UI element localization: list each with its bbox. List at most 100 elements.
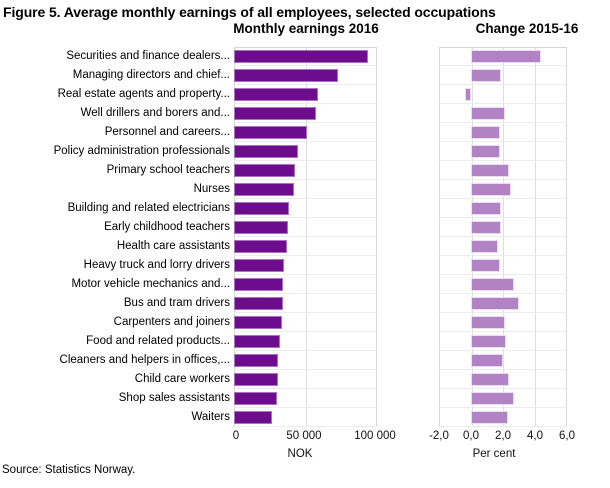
chart-row: Child care workers [0, 370, 567, 389]
category-label: Health care assistants [116, 240, 230, 252]
change-bar [471, 410, 508, 424]
earnings-plot-cell [234, 389, 377, 408]
change-bar [471, 182, 511, 196]
change-plot-cell [439, 313, 567, 332]
panel-gap [377, 389, 439, 408]
earnings-bar [234, 239, 287, 253]
earnings-plot-cell [234, 104, 377, 123]
change-bar [471, 220, 502, 234]
left-panel-title: Monthly earnings 2016 [233, 21, 379, 36]
panel-gap [377, 161, 439, 180]
earnings-bar [234, 49, 369, 63]
earnings-bar [234, 163, 295, 177]
change-axis-tick: 4,0 [527, 430, 543, 442]
change-plot-cell [439, 408, 567, 427]
panel-gap [377, 180, 439, 199]
chart-row: Real estate agents and property... [0, 85, 567, 104]
earnings-plot-cell [234, 294, 377, 313]
earnings-bar [234, 372, 279, 386]
gridline-0 [471, 48, 473, 426]
panel-gap [377, 294, 439, 313]
earnings-plot-cell [234, 142, 377, 161]
earnings-plot-cell [234, 85, 377, 104]
change-bar [471, 391, 515, 405]
earnings-bar [234, 201, 290, 215]
earnings-plot-cell [234, 370, 377, 389]
change-plot-cell [439, 370, 567, 389]
earnings-bar [234, 68, 339, 82]
earnings-plot-cell [234, 275, 377, 294]
panel-gap [377, 142, 439, 161]
panel-gap [377, 370, 439, 389]
change-bar [464, 87, 471, 101]
earnings-plot-cell [234, 199, 377, 218]
change-bar [471, 239, 499, 253]
change-bar [471, 68, 502, 82]
change-plot-cell [439, 389, 567, 408]
chart-row: Bus and tram drivers [0, 294, 567, 313]
chart-row: Securities and finance dealers... [0, 47, 567, 66]
earnings-plot-cell [234, 66, 377, 85]
chart-row: Well drillers and borers and... [0, 104, 567, 123]
chart-row: Primary school teachers [0, 161, 567, 180]
chart-row: Heavy truck and lorry drivers [0, 256, 567, 275]
change-plot-cell [439, 180, 567, 199]
panel-gap [377, 351, 439, 370]
change-bar [471, 334, 507, 348]
gridline-4 [534, 48, 536, 426]
change-axis-tick: 0,0 [463, 430, 479, 442]
change-axis-tick: 6,0 [559, 430, 575, 442]
earnings-plot-cell [234, 47, 377, 66]
category-label: Securities and finance dealers... [66, 50, 230, 62]
change-plot-cell [439, 332, 567, 351]
category-label: Bus and tram drivers [123, 297, 230, 309]
chart-row: Cleaners and helpers in offices,... [0, 351, 567, 370]
category-label: Policy administration professionals [53, 145, 230, 157]
earnings-plot-cell [234, 351, 377, 370]
chart-row: Policy administration professionals [0, 142, 567, 161]
earnings-plot-cell [234, 256, 377, 275]
category-label: Waiters [191, 411, 230, 423]
category-label: Early childhood teachers [104, 221, 230, 233]
change-bar [471, 125, 500, 139]
left-x-axis-label: NOK [287, 448, 313, 460]
earnings-plot-cell [234, 408, 377, 427]
earnings-bar [234, 353, 279, 367]
category-label: Building and related electricians [67, 202, 230, 214]
change-plot-cell [439, 294, 567, 313]
chart-row: Health care assistants [0, 237, 567, 256]
change-bar [471, 144, 500, 158]
category-label: Cleaners and helpers in offices,... [59, 354, 230, 366]
earnings-bar [234, 87, 319, 101]
change-bar [471, 372, 510, 386]
chart-row: Personnel and careers... [0, 123, 567, 142]
category-label: Primary school teachers [106, 164, 230, 176]
category-label: Heavy truck and lorry drivers [83, 259, 230, 271]
earnings-axis-tick: 100 000 [354, 430, 396, 442]
chart-row: Building and related electricians [0, 199, 567, 218]
panel-gap [377, 104, 439, 123]
panel-gap [377, 47, 439, 66]
earnings-plot-cell [234, 237, 377, 256]
category-label: Personnel and careers... [104, 126, 230, 138]
earnings-bar [234, 410, 272, 424]
change-plot-cell [439, 123, 567, 142]
change-bar [471, 201, 502, 215]
figure-title: Figure 5. Average monthly earnings of al… [3, 4, 496, 20]
chart-row: Nurses [0, 180, 567, 199]
category-label: Managing directors and chief... [72, 69, 230, 81]
chart-row: Shop sales assistants [0, 389, 567, 408]
source-note: Source: Statistics Norway. [2, 464, 136, 476]
earnings-bar [234, 182, 295, 196]
change-plot-cell [439, 66, 567, 85]
chart-row: Carpenters and joiners [0, 313, 567, 332]
earnings-bar [234, 220, 288, 234]
chart-row: Waiters [0, 408, 567, 427]
right-panel-title: Change 2015-16 [475, 21, 579, 36]
panel-gap [377, 218, 439, 237]
earnings-bar [234, 334, 281, 348]
change-plot-cell [439, 104, 567, 123]
change-bar [471, 296, 519, 310]
chart-row: Managing directors and chief... [0, 66, 567, 85]
